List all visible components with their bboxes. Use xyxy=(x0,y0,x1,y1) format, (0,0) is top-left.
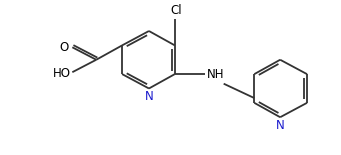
Text: O: O xyxy=(59,41,69,54)
Text: N: N xyxy=(145,90,153,103)
Text: N: N xyxy=(276,119,284,132)
Text: Cl: Cl xyxy=(170,4,181,17)
Text: NH: NH xyxy=(206,68,224,81)
Text: HO: HO xyxy=(53,67,70,80)
